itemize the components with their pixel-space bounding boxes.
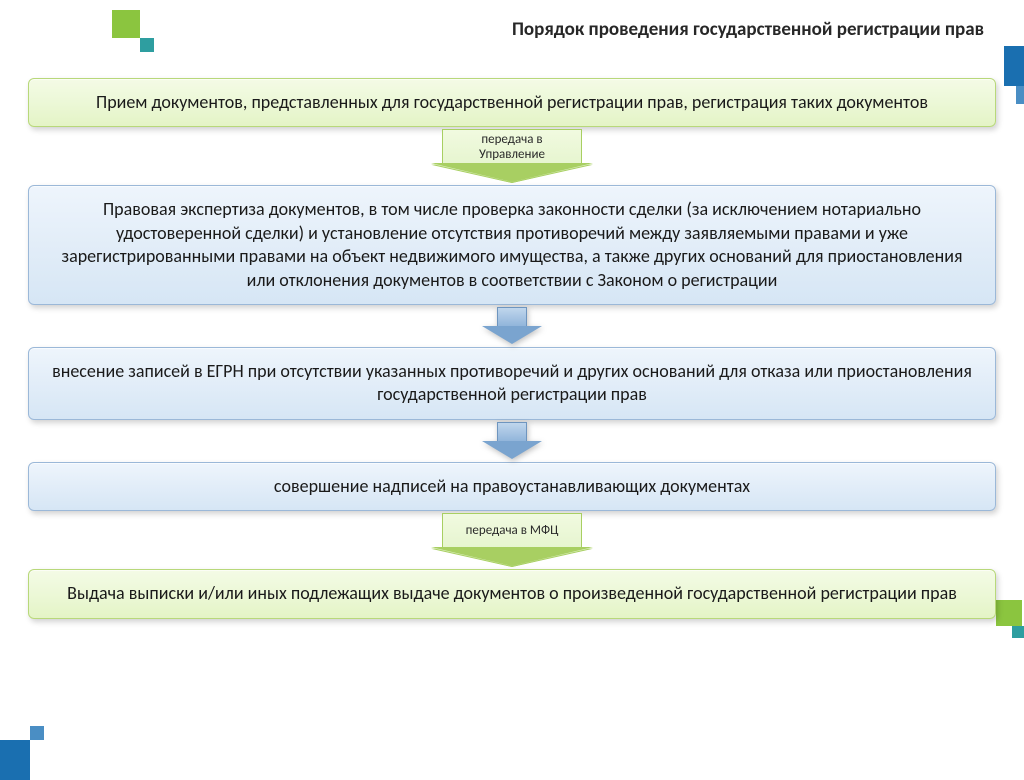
- deco-blue-tr: [1004, 46, 1024, 86]
- arrow-1: передача в Управление: [28, 129, 996, 183]
- step-5-box: Выдача выписки и/или иных подлежащих выд…: [28, 569, 996, 618]
- deco-blue-tr2: [1016, 86, 1024, 104]
- page-title: Порядок проведения государственной регис…: [512, 18, 984, 41]
- deco-blue-bl2: [30, 726, 44, 740]
- deco-teal-r: [1012, 626, 1024, 638]
- arrow-stem-icon: [497, 422, 527, 442]
- deco-teal-tl: [140, 38, 154, 52]
- arrow-head-icon: [482, 441, 542, 459]
- arrow-4: передача в МФЦ: [28, 513, 996, 567]
- arrow-3: [28, 422, 996, 460]
- step-1-box: Прием документов, представленных для гос…: [28, 78, 996, 127]
- arrow-2: [28, 307, 996, 345]
- arrow-head-icon: [432, 548, 592, 566]
- arrow-blue-1: [482, 307, 542, 345]
- step-4-box: совершение надписей на правоустанавливаю…: [28, 462, 996, 511]
- arrow-green-2: передача в МФЦ: [442, 513, 582, 567]
- arrow-head-icon: [432, 164, 592, 182]
- step-2-box: Правовая экспертиза документов, в том чи…: [28, 185, 996, 305]
- arrow-stem-icon: [497, 307, 527, 327]
- step-3-box: внесение записей в ЕГРН при отсутствии у…: [28, 347, 996, 420]
- deco-blue-bl: [0, 740, 30, 780]
- arrow-green-1: передача в Управление: [442, 129, 582, 183]
- flowchart: Прием документов, представленных для гос…: [28, 78, 996, 619]
- arrow-head-icon: [482, 326, 542, 344]
- arrow-blue-2: [482, 422, 542, 460]
- deco-green-tl: [112, 10, 140, 38]
- deco-green-r: [996, 600, 1022, 626]
- arrow-4-label: передача в МФЦ: [442, 513, 582, 549]
- arrow-1-label: передача в Управление: [442, 129, 582, 165]
